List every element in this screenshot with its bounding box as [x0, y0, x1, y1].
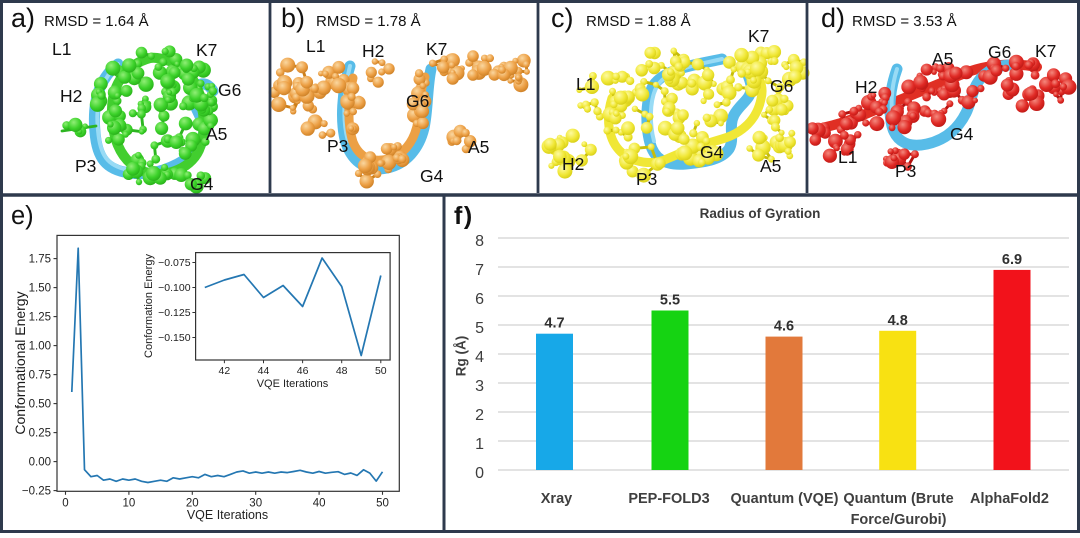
svg-text:Xray: Xray — [541, 491, 572, 507]
svg-text:50: 50 — [376, 497, 389, 509]
svg-text:G6: G6 — [406, 91, 429, 111]
svg-text:4.7: 4.7 — [544, 316, 564, 332]
svg-text:3: 3 — [475, 378, 484, 395]
svg-text:0: 0 — [475, 465, 484, 482]
svg-text:G4: G4 — [950, 124, 974, 144]
svg-text:d): d) — [821, 3, 845, 33]
svg-text:RMSD = 1.78 Å: RMSD = 1.78 Å — [316, 13, 421, 30]
svg-text:A5: A5 — [760, 156, 781, 176]
svg-text:H2: H2 — [855, 77, 877, 97]
svg-text:P3: P3 — [327, 136, 348, 156]
svg-text:A5: A5 — [206, 124, 227, 144]
svg-text:K7: K7 — [1035, 41, 1056, 61]
svg-text:L1: L1 — [306, 36, 325, 56]
svg-text:1.00: 1.00 — [29, 341, 51, 353]
svg-text:Quantum (VQE): Quantum (VQE) — [731, 491, 839, 507]
svg-text:L1: L1 — [576, 74, 595, 94]
svg-text:40: 40 — [313, 497, 326, 509]
svg-text:G6: G6 — [770, 76, 793, 96]
svg-text:A5: A5 — [932, 49, 953, 69]
svg-text:50: 50 — [375, 365, 387, 377]
svg-text:−0.125: −0.125 — [158, 307, 191, 319]
svg-text:P3: P3 — [75, 156, 96, 176]
svg-text:K7: K7 — [426, 39, 447, 59]
svg-text:−0.100: −0.100 — [158, 282, 191, 294]
svg-text:42: 42 — [219, 365, 231, 377]
svg-text:P3: P3 — [895, 161, 916, 181]
svg-text:Rg (Å): Rg (Å) — [454, 336, 469, 377]
svg-text:Quantum (Brute: Quantum (Brute — [843, 491, 953, 507]
svg-text:G4: G4 — [700, 142, 724, 162]
svg-text:Conformational Energy: Conformational Energy — [12, 291, 28, 434]
svg-text:0.00: 0.00 — [29, 457, 51, 469]
svg-text:−0.150: −0.150 — [158, 332, 191, 344]
svg-text:A5: A5 — [468, 137, 489, 157]
svg-text:1: 1 — [475, 436, 484, 453]
svg-text:7: 7 — [475, 262, 484, 279]
svg-text:44: 44 — [258, 365, 270, 377]
svg-text:10: 10 — [123, 497, 136, 509]
svg-text:5: 5 — [475, 320, 484, 337]
svg-text:Radius of Gyration: Radius of Gyration — [700, 206, 821, 221]
svg-text:6.9: 6.9 — [1002, 252, 1022, 268]
svg-text:0.50: 0.50 — [29, 399, 51, 411]
svg-text:K7: K7 — [196, 40, 217, 60]
svg-text:G4: G4 — [190, 174, 214, 194]
svg-text:4.6: 4.6 — [774, 319, 794, 335]
svg-text:c): c) — [551, 3, 574, 33]
svg-text:1.50: 1.50 — [29, 283, 51, 295]
svg-text:H2: H2 — [562, 154, 584, 174]
svg-text:46: 46 — [297, 365, 309, 377]
svg-text:0: 0 — [62, 497, 68, 509]
svg-text:RMSD = 3.53 Å: RMSD = 3.53 Å — [852, 13, 957, 30]
svg-text:e): e) — [11, 202, 34, 230]
svg-text:4: 4 — [475, 349, 484, 366]
svg-text:−0.075: −0.075 — [158, 257, 191, 269]
svg-text:K7: K7 — [748, 26, 769, 46]
svg-text:RMSD = 1.64 Å: RMSD = 1.64 Å — [44, 13, 149, 30]
svg-text:PEP-FOLD3: PEP-FOLD3 — [628, 491, 709, 507]
svg-text:a): a) — [11, 3, 35, 33]
svg-text:VQE Iterations: VQE Iterations — [187, 508, 268, 522]
svg-text:f): f) — [454, 202, 474, 230]
svg-text:H2: H2 — [60, 86, 82, 106]
svg-text:2: 2 — [475, 407, 484, 424]
svg-text:H2: H2 — [362, 41, 384, 61]
svg-text:6: 6 — [475, 291, 484, 308]
svg-text:RMSD = 1.88 Å: RMSD = 1.88 Å — [586, 13, 691, 30]
svg-text:VQE Iterations: VQE Iterations — [257, 378, 329, 390]
svg-text:G4: G4 — [420, 166, 444, 186]
svg-text:−0.25: −0.25 — [22, 486, 51, 498]
svg-text:0.75: 0.75 — [29, 370, 51, 382]
svg-text:G6: G6 — [988, 42, 1011, 62]
svg-text:b): b) — [281, 3, 305, 33]
svg-text:4.8: 4.8 — [888, 313, 908, 329]
svg-text:0.25: 0.25 — [29, 428, 51, 440]
svg-text:L1: L1 — [838, 147, 857, 167]
svg-text:5.5: 5.5 — [660, 293, 680, 309]
svg-text:48: 48 — [336, 365, 348, 377]
svg-text:Force/Gurobi): Force/Gurobi) — [851, 512, 947, 528]
svg-text:1.25: 1.25 — [29, 312, 51, 324]
svg-text:G6: G6 — [218, 80, 241, 100]
svg-text:L1: L1 — [52, 39, 71, 59]
svg-text:8: 8 — [475, 233, 484, 250]
svg-text:1.75: 1.75 — [29, 254, 51, 266]
svg-text:AlphaFold2: AlphaFold2 — [970, 491, 1049, 507]
svg-text:Conformation Energy: Conformation Energy — [143, 254, 155, 358]
svg-text:P3: P3 — [636, 169, 657, 189]
